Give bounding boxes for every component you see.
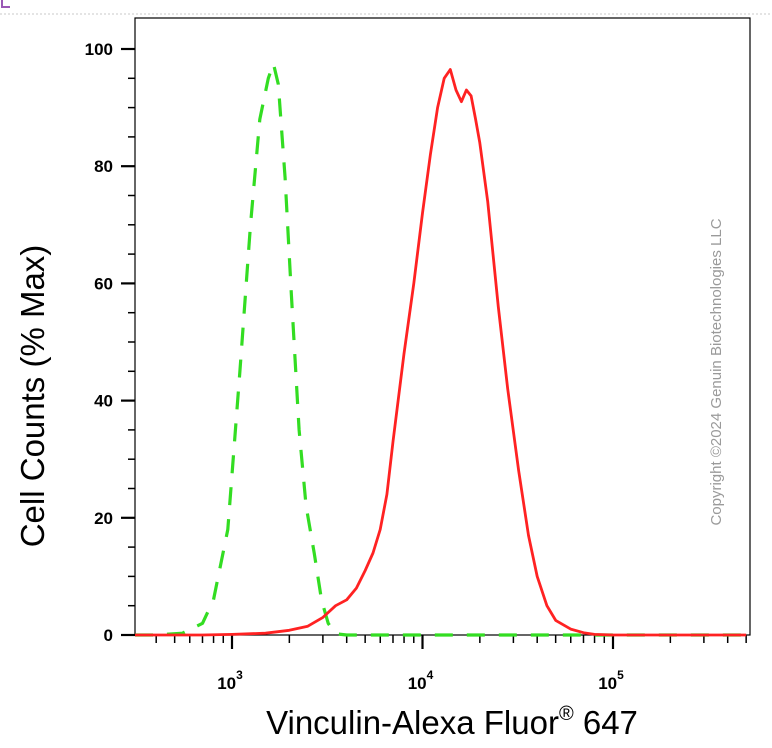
x-tick-label-base: 10 — [408, 674, 427, 693]
x-tick-label: 103 — [217, 668, 243, 693]
x-tick-label-exponent: 4 — [427, 668, 434, 682]
x-axis-title-suffix: 647 — [574, 704, 638, 741]
x-axis-title-sup: ® — [559, 703, 574, 725]
control-histogram-line — [135, 61, 747, 637]
y-tick-label: 80 — [94, 157, 113, 176]
y-tick-label: 60 — [94, 274, 113, 293]
sample-histogram-line — [135, 68, 747, 637]
corner-mark — [1, 0, 10, 8]
y-axis-title: Cell Counts (% Max) — [14, 245, 51, 548]
copyright-watermark: Copyright ©2024 Genuin Biotechnologies L… — [708, 218, 725, 525]
x-axis-title-main: Vinculin-Alexa Fluor — [266, 704, 559, 741]
y-tick-label: 0 — [104, 626, 113, 645]
x-tick-label-base: 10 — [598, 674, 617, 693]
y-tick-label: 20 — [94, 509, 113, 528]
series-layer — [135, 61, 747, 637]
x-tick-label: 105 — [598, 668, 624, 693]
x-tick-label: 104 — [408, 668, 434, 693]
x-axis-title: Vinculin-Alexa Fluor® 647 — [266, 703, 638, 741]
y-tick-label: 100 — [85, 40, 113, 59]
x-tick-label-exponent: 3 — [236, 668, 243, 682]
plot-frame — [134, 17, 751, 636]
x-tick-label-exponent: 5 — [617, 668, 624, 682]
y-tick-label: 40 — [94, 392, 113, 411]
x-tick-label-base: 10 — [217, 674, 236, 693]
